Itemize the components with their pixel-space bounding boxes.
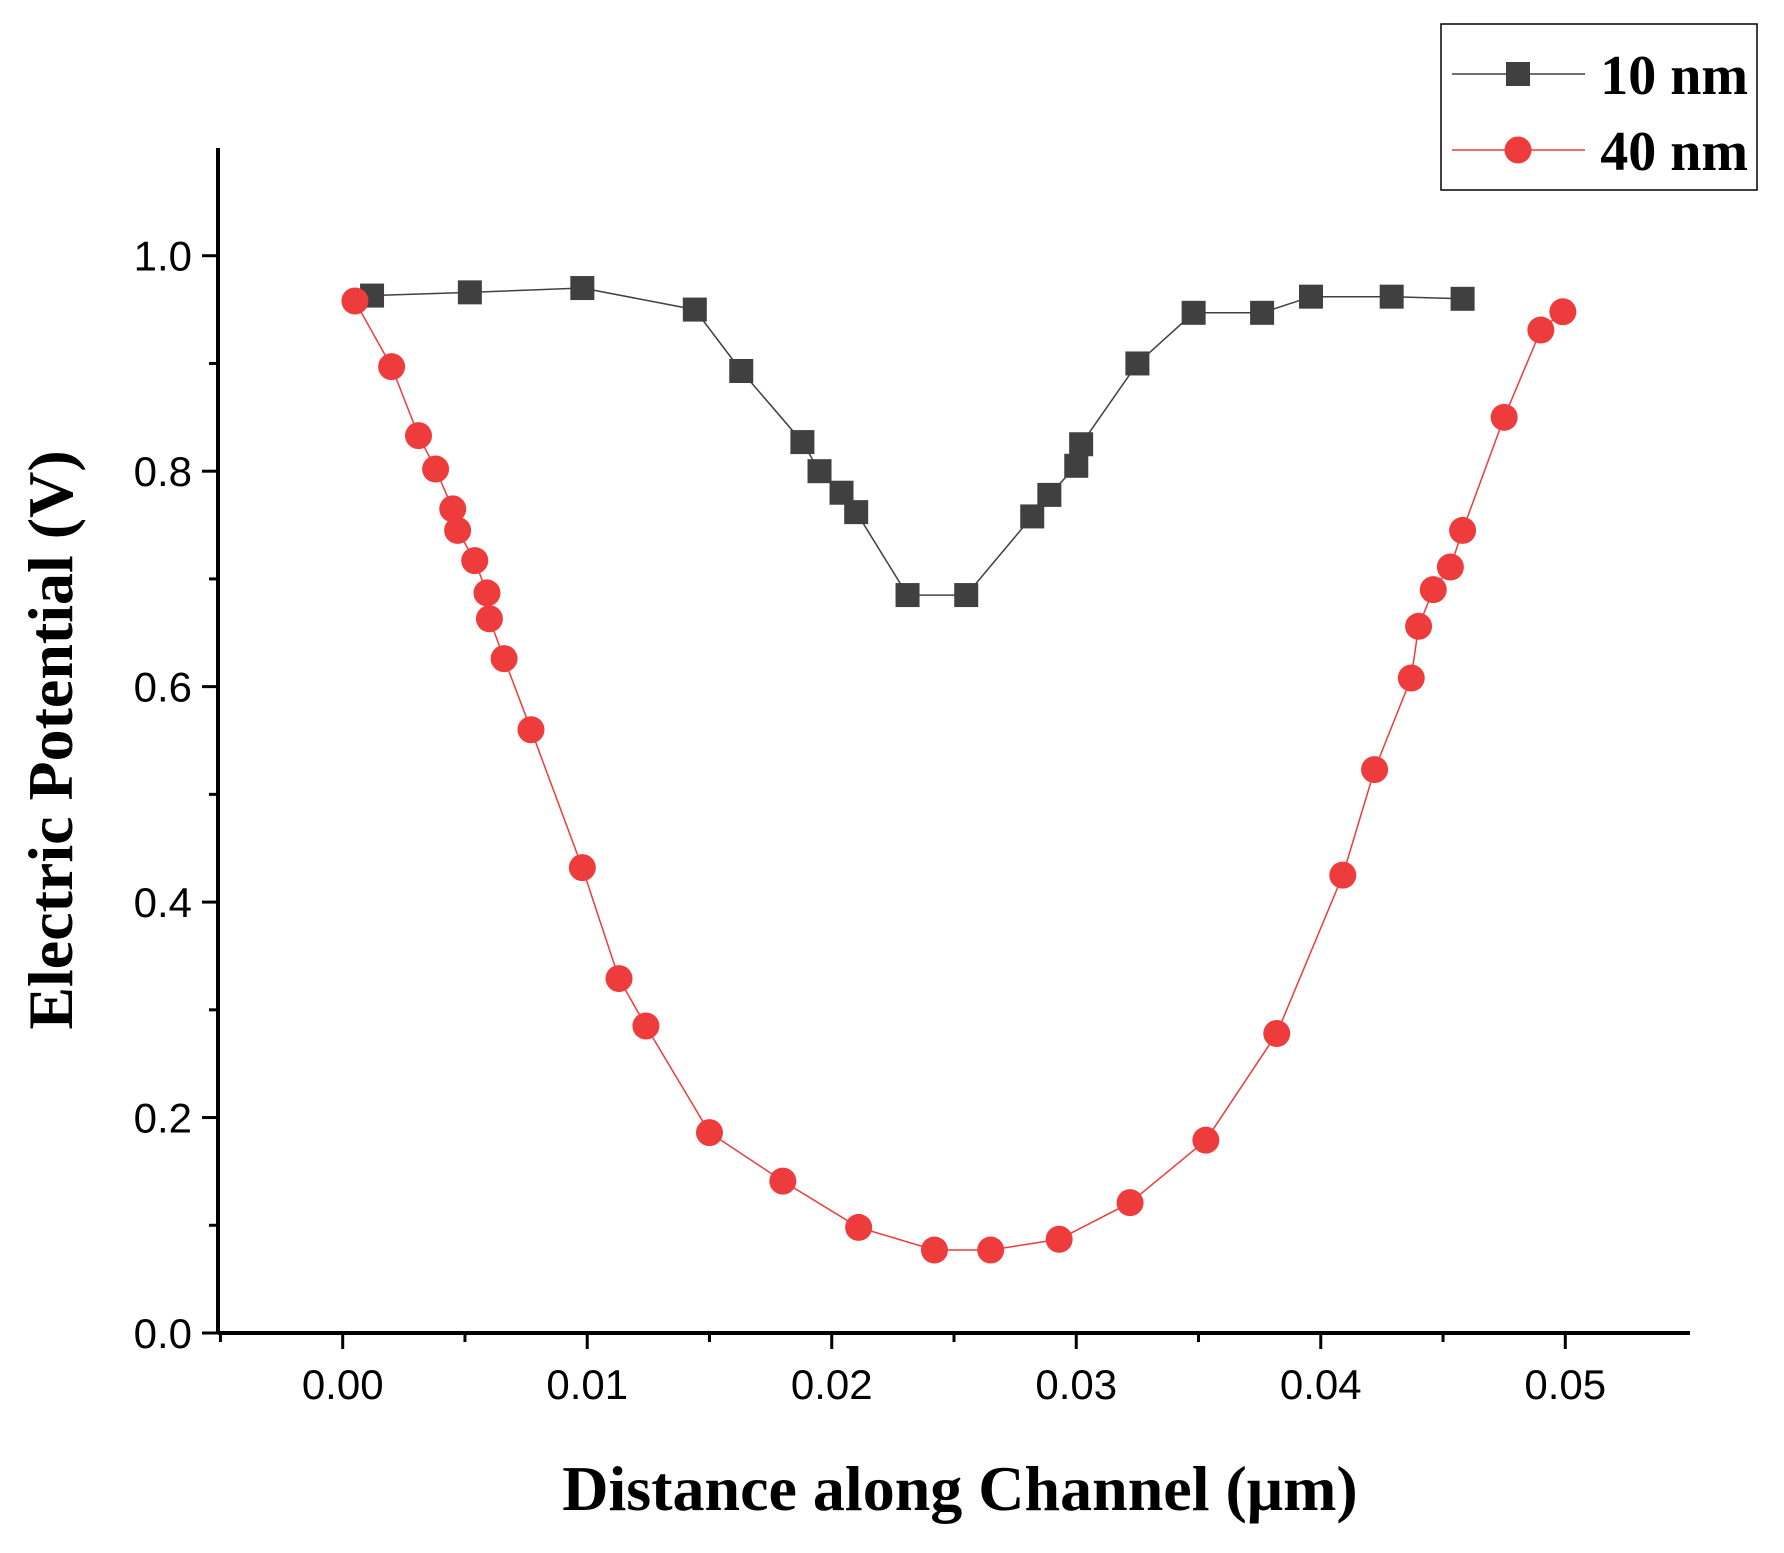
y-tick-label: 0.0 (134, 1310, 192, 1357)
data-point-circle (605, 965, 633, 993)
data-point-square (895, 583, 920, 608)
legend-box (1440, 23, 1758, 191)
data-point-circle (1329, 861, 1357, 889)
y-tick-label: 0.4 (134, 879, 192, 926)
data-point-circle (632, 1012, 660, 1040)
data-point-square (1181, 300, 1206, 325)
data-point-square (682, 297, 707, 322)
y-tick-label: 1.0 (134, 233, 192, 280)
data-point-square (790, 430, 815, 455)
legend-marker-square (1506, 62, 1530, 86)
data-point-circle (1045, 1225, 1073, 1253)
data-point-circle (695, 1119, 723, 1147)
data-point-circle (920, 1236, 948, 1264)
series-40-nm (341, 287, 1577, 1264)
x-tick-label: 0.03 (1035, 1361, 1117, 1408)
data-point-square (1125, 351, 1150, 376)
data-point-square (1037, 482, 1062, 507)
data-point-circle (1490, 403, 1518, 431)
legend: 10 nm 40 nm (1440, 23, 1758, 191)
legend-label: 40 nm (1600, 121, 1748, 183)
data-point-circle (1397, 664, 1425, 692)
x-tick-label: 0.00 (302, 1361, 384, 1408)
data-point-circle (1263, 1020, 1291, 1048)
y-tick-label: 0.6 (134, 664, 192, 711)
data-point-circle (422, 455, 450, 483)
data-point-circle (1405, 612, 1433, 640)
data-point-square (1298, 284, 1323, 309)
data-point-square (1250, 300, 1275, 325)
series-10-nm (360, 276, 1475, 608)
y-axis-title: Electric Potential (V) (15, 450, 86, 1029)
x-tick-label: 0.01 (546, 1361, 628, 1408)
data-point-square (954, 583, 979, 608)
data-point-circle (568, 854, 596, 882)
legend-label: 10 nm (1600, 45, 1748, 107)
data-point-square (844, 500, 869, 525)
data-point-square (729, 358, 754, 383)
data-point-circle (1116, 1189, 1144, 1217)
x-tick-label: 0.05 (1524, 1361, 1606, 1408)
data-point-square (1379, 284, 1404, 309)
data-point-circle (475, 605, 503, 633)
data-point-square (807, 459, 832, 484)
data-point-circle (473, 579, 501, 607)
data-point-circle (1419, 576, 1447, 604)
data-point-circle (517, 716, 545, 744)
y-tick-label: 0.2 (134, 1095, 192, 1142)
data-point-circle (1361, 756, 1389, 784)
data-point-circle (439, 495, 467, 523)
data-point-circle (1449, 516, 1477, 544)
data-point-circle (461, 547, 489, 575)
data-point-square (457, 280, 482, 305)
data-point-circle (977, 1236, 1005, 1264)
data-point-square (570, 276, 595, 301)
data-point-circle (405, 422, 433, 450)
data-point-circle (1549, 298, 1577, 326)
axes-layer: 0.00 0.01 0.02 0.03 0.04 0.05 0.0 0.2 0.4 0.6 0.8 1… (134, 148, 1690, 1408)
data-point-circle (444, 516, 472, 544)
data-point-circle (1192, 1126, 1220, 1154)
data-point-circle (1436, 553, 1464, 581)
data-point-circle (1527, 316, 1555, 344)
data-point-square (1069, 432, 1094, 457)
data-point-circle (490, 645, 518, 673)
data-point-square (1450, 286, 1475, 311)
x-axis-title: Distance along Channel (μm) (562, 1453, 1357, 1524)
data-point-circle (845, 1213, 873, 1241)
data-point-circle (341, 287, 369, 315)
series-line (371, 287, 1463, 596)
y-tick-label: 0.8 (134, 448, 192, 495)
data-point-circle (769, 1167, 797, 1195)
data-point-square (1064, 453, 1089, 478)
data-point-circle (378, 353, 406, 381)
legend-marker-circle (1504, 136, 1532, 164)
x-tick-label: 0.02 (791, 1361, 873, 1408)
series-layer (341, 276, 1577, 1264)
x-tick-label: 0.04 (1280, 1361, 1362, 1408)
data-point-square (1020, 504, 1045, 529)
